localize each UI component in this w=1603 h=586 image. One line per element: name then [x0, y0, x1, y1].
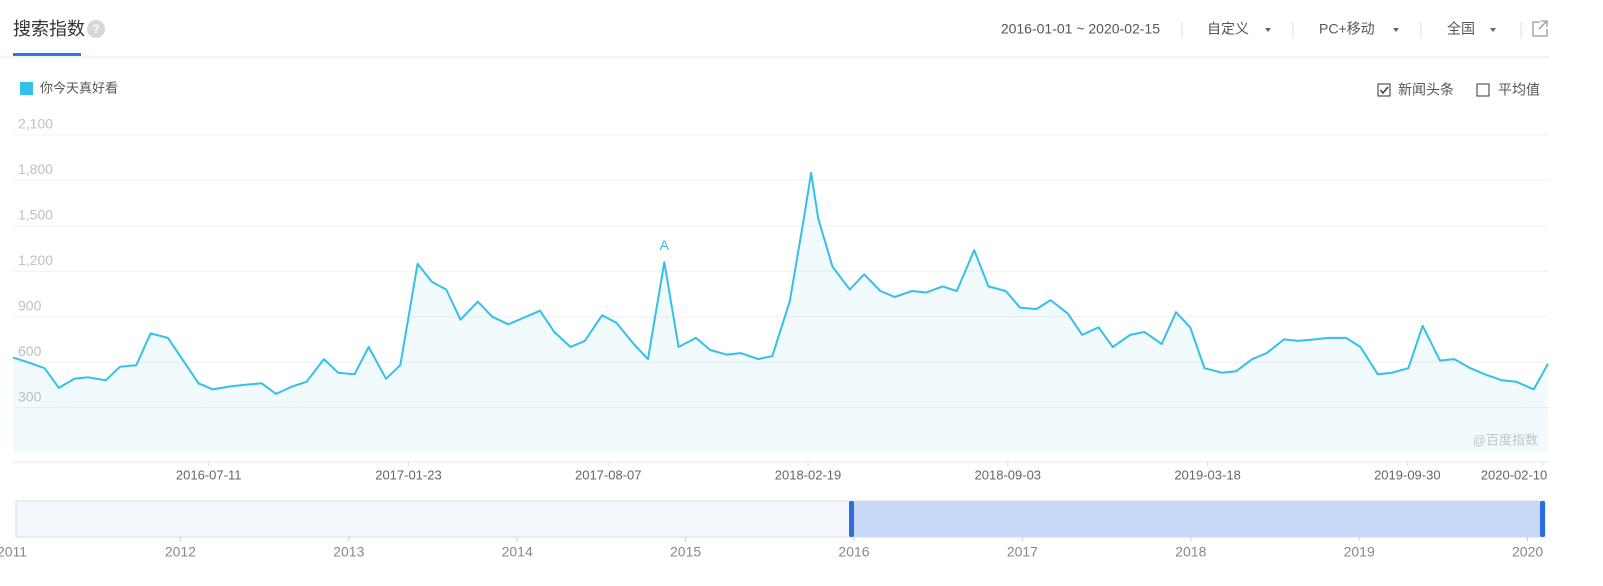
checkbox-check[interactable] — [1379, 86, 1389, 95]
x-tick-label: 2019-09-30 — [1374, 467, 1441, 482]
x-tick-label: 2018-02-19 — [775, 467, 842, 482]
x-tick-label: 2017-08-07 — [575, 467, 642, 482]
series-area — [13, 172, 1548, 453]
export-icon[interactable] — [1532, 20, 1548, 37]
checkbox-label[interactable]: 新闻头条 — [1398, 82, 1454, 98]
watermark: @百度指数 — [1473, 432, 1538, 447]
checkbox-label[interactable]: 平均值 — [1498, 82, 1540, 98]
tab-underline — [13, 53, 81, 56]
checkbox[interactable] — [1476, 83, 1490, 97]
navigator-year: 2019 — [1344, 544, 1375, 560]
x-tick-label: 2020-02-10 — [1481, 467, 1548, 482]
y-tick-label: 1,200 — [18, 252, 53, 268]
navigator-year: 2015 — [670, 544, 701, 560]
navigator-handle[interactable] — [1540, 501, 1545, 537]
help-text[interactable]: ? — [92, 22, 99, 36]
y-tick-label: 300 — [18, 388, 42, 404]
dropdown-label[interactable]: 全国 — [1447, 21, 1475, 37]
navigator-handle[interactable] — [849, 501, 854, 537]
dropdown-label[interactable]: 自定义 — [1207, 21, 1249, 37]
x-tick-label: 2019-03-18 — [1174, 467, 1241, 482]
navigator-year: 2013 — [333, 544, 364, 560]
help-icon[interactable] — [87, 20, 105, 38]
navigator-year: 2018 — [1175, 544, 1206, 560]
legend-swatch — [20, 82, 33, 95]
x-tick-label: 2016-07-11 — [176, 467, 242, 482]
dropdown-arrow[interactable] — [1393, 28, 1399, 32]
y-tick-label: 900 — [18, 297, 42, 313]
plot-background — [13, 125, 1548, 462]
y-tick-label: 2,100 — [18, 116, 53, 132]
navigator-year: 2017 — [1007, 544, 1038, 560]
navigator-year: 2014 — [502, 544, 533, 560]
navigator-selection[interactable] — [852, 501, 1543, 537]
x-tick-label: 2017-01-23 — [375, 467, 442, 482]
y-tick-label: 600 — [18, 343, 42, 359]
annotation: A — [660, 237, 670, 253]
y-tick-label: 1,800 — [18, 161, 53, 177]
y-tick-label: 1,500 — [18, 207, 53, 223]
checkbox[interactable] — [1377, 83, 1391, 97]
title: 搜索指数 — [13, 19, 85, 39]
legend-label: 你今天真好看 — [40, 80, 118, 95]
navigator-year: 2016 — [838, 544, 869, 560]
dropdown-arrow[interactable] — [1265, 28, 1271, 32]
navigator-year: 2012 — [165, 544, 196, 560]
x-tick-label: 2018-09-03 — [975, 467, 1042, 482]
date-range[interactable]: 2016-01-01 ~ 2020-02-15 — [1001, 21, 1160, 37]
series-line — [12, 171, 1549, 395]
navigator-year: 2011 — [0, 544, 27, 560]
dropdown-arrow[interactable] — [1490, 28, 1496, 32]
navigator-year: 2020 — [1512, 544, 1543, 560]
dropdown-label[interactable]: PC+移动 — [1319, 21, 1375, 37]
